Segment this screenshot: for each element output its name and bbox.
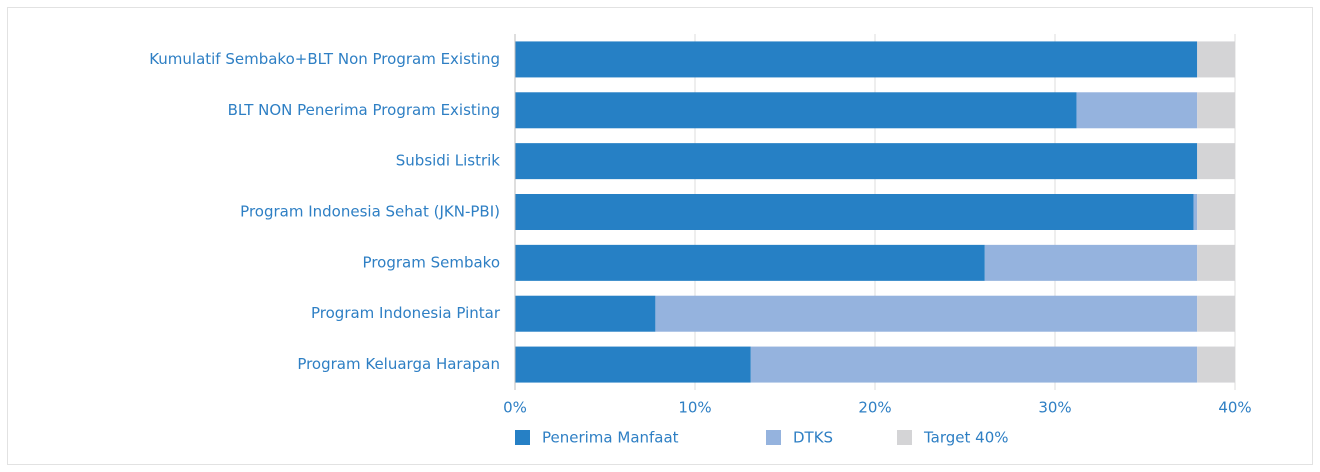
legend-label: Penerima Manfaat (542, 429, 679, 447)
bar-segment (515, 295, 656, 332)
y-tick-label: BLT NON Penerima Program Existing (228, 101, 500, 119)
x-tick-label: 30% (1038, 399, 1071, 417)
bar-segment (1197, 194, 1235, 230)
bar-segment (655, 295, 1198, 332)
bar-segment (515, 143, 1198, 180)
x-tick-label: 0% (503, 399, 527, 417)
y-tick-label: Program Indonesia Sehat (JKN-PBI) (240, 203, 500, 221)
bar-segment (1076, 92, 1198, 129)
bar-segment (1197, 143, 1235, 180)
frame (7, 7, 1313, 465)
bar-segment (515, 92, 1077, 129)
y-tick-label: Subsidi Listrik (396, 152, 501, 170)
x-tick-label: 40% (1218, 399, 1251, 417)
bar-segment (515, 194, 1194, 230)
legend-swatch (515, 430, 530, 445)
bar-segment (1197, 346, 1235, 383)
bar-segment (750, 346, 1198, 383)
x-tick-label: 10% (678, 399, 711, 417)
bar-segment (515, 346, 751, 383)
legend-label: DTKS (793, 429, 833, 447)
y-tick-label: Program Indonesia Pintar (311, 304, 501, 322)
x-tick-label: 20% (858, 399, 891, 417)
legend-label: Target 40% (923, 429, 1009, 447)
bar-segment (1193, 194, 1198, 230)
y-tick-label: Program Sembako (363, 253, 500, 271)
bar-segment (984, 244, 1198, 281)
bar-segment (1197, 92, 1235, 129)
bar-segment (1197, 295, 1235, 332)
y-tick-label: Kumulatif Sembako+BLT Non Program Existi… (149, 50, 500, 68)
bar-segment (515, 244, 985, 281)
legend-swatch (897, 430, 912, 445)
bar-segment (1197, 41, 1235, 78)
y-tick-label: Program Keluarga Harapan (297, 355, 500, 373)
legend-swatch (766, 430, 781, 445)
bar-segment (1197, 244, 1235, 281)
bar-segment (515, 41, 1198, 78)
